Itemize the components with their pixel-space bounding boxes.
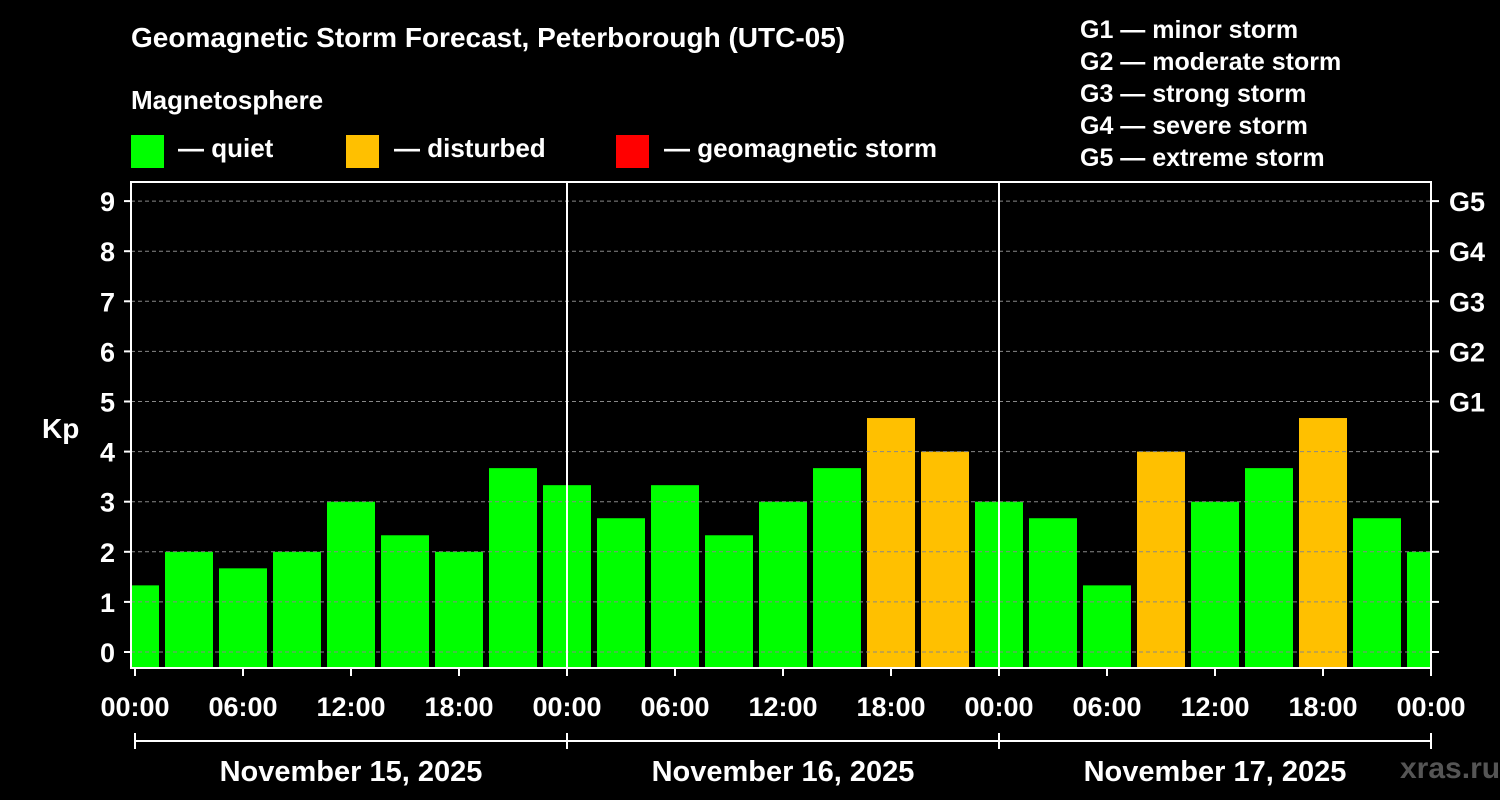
kp-bar: [1245, 468, 1293, 668]
plot-frame: [130, 181, 1432, 669]
x-tick-label: 06:00: [1072, 692, 1141, 722]
y-tick-label: 7: [100, 287, 115, 317]
kp-bar: [1137, 451, 1185, 668]
kp-bar: [1407, 551, 1431, 668]
legend-swatch-quiet: [131, 135, 164, 168]
legend-label-quiet: — quiet: [178, 133, 274, 163]
kp-bar: [1353, 518, 1401, 668]
kp-bar: [867, 418, 915, 668]
y-tick-label: 2: [100, 538, 115, 568]
kp-bar: [813, 468, 861, 668]
scale-g2: G2 — moderate storm: [1080, 48, 1342, 76]
x-tick-label: 00:00: [532, 692, 601, 722]
kp-bar: [1083, 585, 1131, 668]
kp-bar: [489, 468, 537, 668]
x-tick-label: 18:00: [856, 692, 925, 722]
x-tick-label: 18:00: [1288, 692, 1357, 722]
watermark: xras.ru: [1400, 752, 1500, 785]
x-tick-label: 00:00: [1396, 692, 1465, 722]
kp-bar: [1299, 418, 1347, 668]
kp-bar: [597, 518, 645, 668]
scale-g5: G5 — extreme storm: [1080, 144, 1325, 172]
legend-swatch-disturbed: [346, 135, 379, 168]
x-tick-label: 12:00: [1180, 692, 1249, 722]
x-tick-label: 06:00: [640, 692, 709, 722]
x-tick-label: 12:00: [748, 692, 817, 722]
legend-label-storm: — geomagnetic storm: [664, 133, 938, 163]
date-label: November 15, 2025: [220, 756, 483, 788]
kp-bar: [651, 485, 699, 668]
x-tick-label: 00:00: [100, 692, 169, 722]
y-tick-label: 6: [100, 337, 115, 367]
kp-bar: [327, 501, 375, 668]
y-tick-label: 3: [100, 488, 115, 518]
y-tick-label: 9: [100, 187, 115, 217]
kp-bar: [759, 501, 807, 668]
storm-scale-legend: G1 — minor storm G2 — moderate storm G3 …: [1080, 14, 1341, 174]
kp-bar: [1029, 518, 1077, 668]
scale-g3: G3 — strong storm: [1080, 80, 1307, 108]
magnetosphere-label: Magnetosphere: [131, 85, 324, 115]
legend-label-disturbed: — disturbed: [394, 133, 546, 163]
right-tick-label: G4: [1449, 237, 1485, 267]
y-tick-label: 4: [100, 438, 115, 468]
x-tick-label: 18:00: [424, 692, 493, 722]
kp-bar: [1191, 501, 1239, 668]
right-tick-label: G2: [1449, 337, 1485, 367]
kp-bar: [435, 551, 483, 668]
right-tick-label: G1: [1449, 388, 1485, 418]
scale-g1: G1 — minor storm: [1080, 16, 1299, 44]
legend-swatch-storm: [616, 135, 649, 168]
scale-g4: G4 — severe storm: [1080, 112, 1308, 140]
y-tick-label: 0: [100, 638, 115, 668]
kp-bar: [921, 451, 969, 668]
y-tick-label: 8: [100, 237, 115, 267]
kp-bar: [131, 585, 159, 668]
x-tick-label: 00:00: [964, 692, 1033, 722]
bars-group: [131, 418, 1431, 668]
kp-bar: [273, 551, 321, 668]
x-tick-label: 12:00: [316, 692, 385, 722]
kp-bar: [165, 551, 213, 668]
right-tick-label: G5: [1449, 187, 1485, 217]
y-axis-label: Kp: [42, 413, 79, 444]
right-tick-label: G3: [1449, 287, 1485, 317]
y-tick-label: 5: [100, 388, 115, 418]
date-label: November 17, 2025: [1084, 756, 1347, 788]
kp-bar: [219, 568, 267, 668]
x-tick-label: 06:00: [208, 692, 277, 722]
date-label: November 16, 2025: [652, 756, 915, 788]
chart-title: Geomagnetic Storm Forecast, Peterborough…: [131, 22, 846, 53]
y-tick-label: 1: [100, 588, 115, 618]
